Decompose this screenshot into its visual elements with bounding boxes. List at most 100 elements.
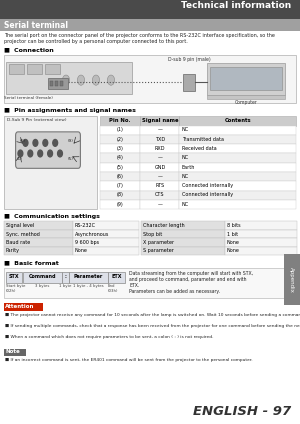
Text: Contents: Contents [225, 118, 251, 123]
Bar [100, 200, 140, 209]
Bar [73, 238, 139, 247]
Bar [22, 272, 62, 283]
Text: —: — [158, 174, 162, 179]
Text: —: — [158, 202, 162, 207]
Text: (5): (5) [68, 157, 74, 161]
Text: Received data: Received data [182, 146, 217, 151]
Text: GND: GND [154, 165, 166, 170]
Text: Signal level: Signal level [6, 223, 34, 228]
Text: ■  Basic format: ■ Basic format [4, 260, 59, 265]
Bar [179, 172, 296, 181]
Circle shape [18, 150, 23, 157]
Text: 9 600 bps: 9 600 bps [75, 240, 99, 245]
Circle shape [38, 150, 43, 157]
Bar [9, 64, 24, 74]
Bar [100, 172, 140, 181]
Text: The serial port on the connector panel of the projector conforms to the RS-232C : The serial port on the connector panel o… [4, 33, 275, 44]
Bar [140, 126, 179, 135]
Bar [225, 238, 297, 247]
Text: (9): (9) [68, 139, 74, 142]
Text: ■  Communication settings: ■ Communication settings [4, 214, 100, 219]
Bar [284, 254, 300, 305]
Text: (6): (6) [117, 174, 124, 179]
Text: Earth: Earth [182, 165, 195, 170]
Text: Start byte
(02h): Start byte (02h) [6, 284, 26, 293]
Bar [179, 116, 296, 126]
Bar [179, 144, 296, 153]
Bar [210, 67, 282, 90]
Circle shape [107, 75, 115, 85]
Bar [140, 144, 179, 153]
Text: Stop bit: Stop bit [143, 232, 162, 237]
Bar [140, 163, 179, 172]
Circle shape [33, 139, 38, 146]
Text: 3 bytes: 3 bytes [35, 284, 49, 288]
Text: Character length: Character length [143, 223, 184, 228]
Bar [100, 181, 140, 191]
Text: (7): (7) [117, 183, 124, 188]
Bar [4, 116, 97, 209]
Text: Attention: Attention [5, 304, 35, 309]
Bar [141, 247, 225, 255]
Circle shape [28, 150, 33, 157]
Text: ■  Connection: ■ Connection [4, 47, 54, 52]
Text: TXD: TXD [155, 137, 165, 142]
Text: (1): (1) [16, 157, 22, 161]
Text: D-sub 9 pin (male): D-sub 9 pin (male) [168, 57, 211, 62]
Bar [55, 81, 58, 86]
Text: None: None [227, 248, 240, 254]
Bar [140, 191, 179, 200]
Text: None: None [75, 248, 88, 254]
Text: :: : [64, 274, 66, 279]
Bar [4, 349, 26, 356]
Text: RTS: RTS [155, 183, 164, 188]
Bar [69, 272, 108, 283]
Text: S parameter: S parameter [143, 248, 174, 254]
Bar [140, 172, 179, 181]
Bar [225, 221, 297, 230]
Circle shape [58, 150, 62, 157]
Text: Connected internally: Connected internally [182, 192, 233, 198]
Bar [179, 191, 296, 200]
Text: Pin No.: Pin No. [110, 118, 131, 123]
Bar [4, 230, 73, 238]
Text: RXD: RXD [155, 146, 165, 151]
Bar [61, 272, 69, 283]
Text: Command: Command [28, 274, 56, 279]
Bar [179, 163, 296, 172]
Circle shape [53, 139, 58, 146]
Text: (2): (2) [117, 137, 124, 142]
Text: ■ When a command which does not require parameters to be sent, a colon ( : ) is : ■ When a command which does not require … [5, 335, 214, 339]
Bar [140, 181, 179, 191]
Text: ■  Pin assignments and signal names: ■ Pin assignments and signal names [4, 108, 136, 113]
Bar [73, 221, 139, 230]
Text: ■ If an incorrect command is sent, the ER401 command will be sent from the proje: ■ If an incorrect command is sent, the E… [5, 358, 253, 362]
Bar [140, 153, 179, 163]
Text: Baud rate: Baud rate [6, 240, 30, 245]
Text: Transmitted data: Transmitted data [182, 137, 224, 142]
Bar [100, 163, 140, 172]
Text: End
(03h): End (03h) [108, 284, 119, 293]
Text: 8 bits: 8 bits [227, 223, 240, 228]
FancyBboxPatch shape [16, 132, 80, 168]
Bar [100, 116, 140, 126]
Bar [73, 247, 139, 255]
Text: 1 byte: 1 byte [59, 284, 71, 288]
Text: Parameter: Parameter [74, 274, 103, 279]
Bar [4, 247, 73, 255]
Bar [183, 74, 195, 91]
Bar [207, 95, 285, 99]
Bar [4, 221, 73, 230]
Circle shape [92, 75, 100, 85]
Text: Technical information: Technical information [181, 1, 291, 10]
Bar [140, 116, 179, 126]
Bar [6, 62, 132, 94]
Text: 1 bit: 1 bit [227, 232, 238, 237]
Bar [50, 81, 53, 86]
Circle shape [62, 75, 70, 85]
Bar [179, 135, 296, 144]
Text: Connected internally: Connected internally [182, 183, 233, 188]
Circle shape [48, 150, 52, 157]
Text: NC: NC [182, 155, 189, 160]
Bar [141, 230, 225, 238]
